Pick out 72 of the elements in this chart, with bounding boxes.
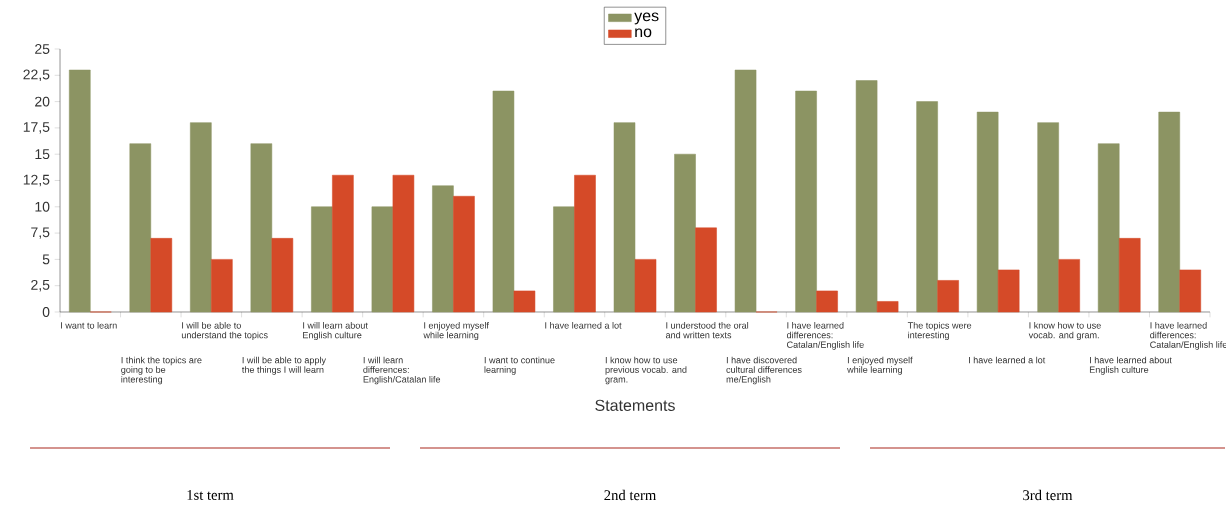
x-tick-label: I have learned about English culture (1089, 356, 1172, 375)
bar (1158, 111, 1180, 313)
x-tick-label: I have learned differences: Catalan/English life (1150, 322, 1226, 350)
y-tick-label: 7,5 (31, 227, 50, 239)
x-tick-label: I will be able to understand the topics (181, 322, 268, 341)
bar (492, 90, 515, 313)
x-tick-label: I understood the oral and written texts (665, 322, 749, 339)
bar (1037, 122, 1059, 313)
bar (855, 80, 878, 313)
bar (553, 206, 575, 313)
bar (816, 290, 838, 313)
bar (1179, 269, 1202, 313)
x-tick-label: I want to continue learning (484, 356, 555, 375)
bar (392, 174, 415, 313)
legend-label: yes (634, 12, 659, 25)
bar (69, 69, 91, 313)
y-tick-label: 10 (35, 201, 50, 212)
bar (453, 196, 475, 313)
y-tick-label: 15 (35, 149, 50, 160)
y-tick-label: 17,5 (23, 122, 50, 134)
bar (916, 101, 938, 313)
bar (190, 122, 212, 313)
bar (634, 259, 657, 313)
text: 2nd term (604, 489, 657, 501)
bar (613, 122, 636, 313)
text: 3rd term (1023, 489, 1073, 501)
x-tick-label: I have learned a lot (969, 356, 1046, 364)
bar (734, 69, 757, 313)
bar (1118, 238, 1141, 313)
bar (1058, 259, 1080, 313)
bar (250, 143, 273, 313)
x-tick-label: I will learn about English culture (303, 322, 368, 341)
y-tick-label: 5 (42, 254, 50, 265)
y-tick-label: 2,5 (31, 279, 50, 292)
x-tick-label: I know how to use previous vocab. and gram. (605, 356, 687, 385)
x-tick-label: I know how to use vocab. and gram. (1028, 322, 1101, 341)
y-tick-label: 20 (35, 96, 50, 107)
bar (695, 227, 717, 313)
x-tick-label: I have discovered cultural differences me/English (726, 356, 802, 385)
x-tick-label: I enjoyed myself while learning (847, 356, 913, 375)
bar (129, 143, 152, 313)
bar (332, 174, 354, 313)
y-tick-label: 22,5 (23, 69, 50, 82)
bar (211, 259, 233, 313)
bar (271, 238, 294, 313)
x-tick-label: I have learned differences: Catalan/English life (786, 322, 864, 350)
y-tick-label: 25 (35, 44, 50, 54)
x-tick-label: The topics were interesting (907, 322, 972, 341)
bar (795, 90, 817, 313)
x-tick-label: I will learn differences: English/Catalan life (363, 356, 441, 385)
bar (150, 238, 173, 313)
bar (432, 185, 454, 313)
bar (371, 206, 394, 313)
bar (1097, 143, 1120, 313)
bar (997, 269, 1020, 313)
x-tick-label: I have learned a lot (545, 322, 622, 329)
bar (937, 280, 959, 313)
x-tick-label: I will be able to apply the things I will learn (242, 356, 326, 375)
x-tick-label: I enjoyed myself while learning (423, 322, 489, 341)
bar (513, 290, 536, 313)
x-axis-title: Statements (595, 399, 675, 411)
x-tick-label: I think the topics are going to be interesting (121, 356, 202, 385)
text: 1st term (187, 490, 234, 500)
bar (311, 206, 333, 313)
bar (674, 153, 696, 313)
x-tick-label: I want to learn (61, 322, 117, 329)
bar (976, 111, 999, 313)
bar (574, 174, 596, 313)
legend-label: no (635, 28, 652, 38)
y-tick-label: 0 (42, 307, 50, 317)
bar (876, 301, 899, 313)
y-tick-label: 12,5 (23, 174, 50, 187)
